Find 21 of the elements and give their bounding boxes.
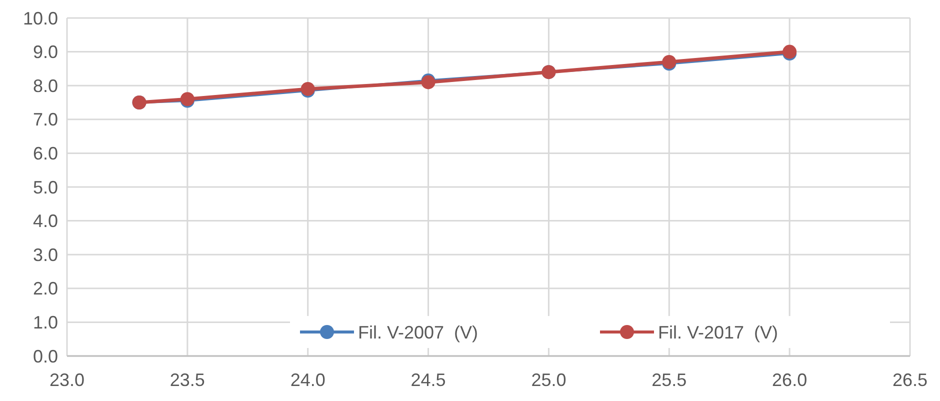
y-tick-label: 3.0 [32, 244, 58, 265]
legend-label: Fil. V-2007 (V) [358, 322, 478, 342]
y-tick-label: 6.0 [32, 144, 58, 164]
legend-label: Fil. V-2017 (V) [658, 322, 778, 342]
y-tick-label: 9.0 [32, 42, 58, 62]
x-tick-label: 24.5 [410, 370, 446, 390]
x-tick-label: 24.0 [290, 370, 326, 390]
y-tick-label: 2.0 [32, 278, 58, 299]
x-tick-label: 23.5 [170, 370, 205, 390]
x-tick-label: 26.5 [892, 370, 928, 390]
y-tick-label: 1.0 [32, 312, 58, 332]
y-tick-label: 8.0 [32, 76, 58, 96]
y-tick-label: 5.0 [32, 177, 58, 198]
y-tick-label: 4.0 [32, 211, 58, 232]
x-tick-label: 25.0 [531, 370, 566, 390]
x-tick-label: 23.0 [49, 370, 85, 390]
y-tick-label: 10.0 [22, 8, 58, 28]
y-tick-label: 7.0 [32, 110, 58, 130]
x-tick-label: 26.0 [772, 370, 808, 390]
y-tick-label: 0.0 [32, 346, 58, 366]
x-tick-label: 25.5 [652, 370, 687, 390]
